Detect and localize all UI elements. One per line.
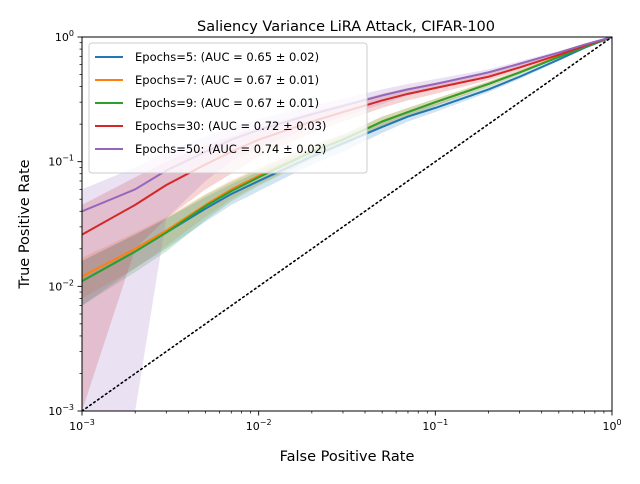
- legend-label-3: Epochs=9: (AUC = 0.67 ± 0.01): [135, 96, 319, 110]
- x-tick-label-4: 100: [602, 418, 621, 433]
- y-tick-label-1: 10−3: [48, 403, 74, 418]
- x-tick-label-1: 10−3: [69, 418, 95, 433]
- y-axis: 10−3 10−2 10−1 100: [48, 29, 82, 418]
- legend-box: [88, 42, 368, 174]
- x-axis-label: False Positive Rate: [280, 449, 415, 465]
- y-tick-label-3: 10−1: [48, 154, 74, 169]
- plot-frame: [81, 36, 613, 412]
- y-axis-label: True Positive Rate: [17, 159, 33, 289]
- legend-label-1: Epochs=5: (AUC = 0.65 ± 0.02): [135, 50, 319, 64]
- y-tick-label-2: 10−2: [48, 278, 74, 293]
- legend-label-5: Epochs=50: (AUC = 0.74 ± 0.02): [135, 142, 326, 156]
- y-tick-label-4: 100: [55, 29, 74, 44]
- x-axis: 10−3 10−2 10−1 100: [69, 411, 622, 433]
- x-tick-label-3: 10−1: [422, 418, 448, 433]
- x-tick-label-2: 10−2: [246, 418, 272, 433]
- legend: Epochs=5: (AUC = 0.65 ± 0.02) Epochs=7: (…: [88, 42, 368, 174]
- legend-label-4: Epochs=30: (AUC = 0.72 ± 0.03): [135, 119, 326, 133]
- chart-title: Saliency Variance LiRA Attack, CIFAR-100: [197, 19, 495, 35]
- legend-label-2: Epochs=7: (AUC = 0.67 ± 0.01): [135, 73, 319, 87]
